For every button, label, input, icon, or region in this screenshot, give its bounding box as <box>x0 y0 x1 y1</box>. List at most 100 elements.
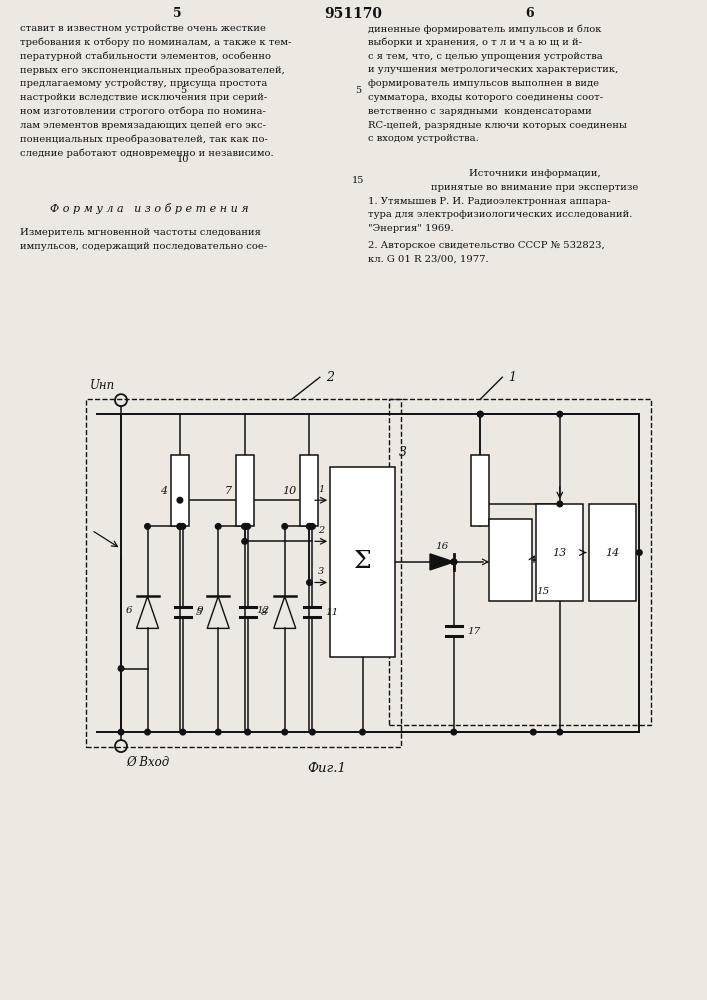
Circle shape <box>307 524 312 529</box>
Text: Ø Вход: Ø Вход <box>126 756 169 769</box>
Text: требования к отбору по номиналам, а также к тем-: требования к отбору по номиналам, а такж… <box>20 38 291 47</box>
Text: 17: 17 <box>467 627 480 636</box>
Text: 6: 6 <box>526 7 534 20</box>
Text: Измеритель мгновенной частоты следования: Измеритель мгновенной частоты следования <box>20 228 261 237</box>
Bar <box>330 467 395 657</box>
Polygon shape <box>430 554 454 570</box>
Circle shape <box>177 524 182 529</box>
Text: 1: 1 <box>508 371 516 384</box>
Text: ном изготовлении строгого отбора по номина-: ном изготовлении строгого отбора по номи… <box>20 107 266 116</box>
Text: 13: 13 <box>553 548 567 558</box>
Text: лам элементов времязадающих цепей его экс-: лам элементов времязадающих цепей его эк… <box>20 121 266 130</box>
Text: 2. Авторское свидетельство СССР № 532823,: 2. Авторское свидетельство СССР № 532823… <box>368 241 604 250</box>
Text: предлагаемому устройству, присуща простота: предлагаемому устройству, присуща просто… <box>20 79 267 88</box>
Text: 951170: 951170 <box>324 7 382 21</box>
Circle shape <box>216 729 221 735</box>
Circle shape <box>180 524 186 529</box>
Text: первых его экспоненциальных преобразователей,: первых его экспоненциальных преобразоват… <box>20 65 285 75</box>
Text: Источники информации,: Источники информации, <box>469 169 601 178</box>
Text: 3: 3 <box>399 446 407 459</box>
Bar <box>489 519 532 601</box>
Circle shape <box>282 729 288 735</box>
Text: сумматора, входы которого соединены соот-: сумматора, входы которого соединены соот… <box>368 93 603 102</box>
Bar <box>171 455 189 526</box>
Circle shape <box>310 524 315 529</box>
Text: 3: 3 <box>318 567 324 576</box>
Circle shape <box>636 550 642 555</box>
Bar <box>472 455 489 526</box>
Circle shape <box>557 411 563 417</box>
Circle shape <box>530 729 536 735</box>
Text: RC-цепей, разрядные ключи которых соединены: RC-цепей, разрядные ключи которых соедин… <box>368 121 627 130</box>
Text: 15: 15 <box>536 587 549 596</box>
Bar <box>589 504 636 601</box>
Text: ставит в известном устройстве очень жесткие: ставит в известном устройстве очень жест… <box>20 24 266 33</box>
Bar <box>235 455 254 526</box>
Text: импульсов, содержащий последовательно сое-: импульсов, содержащий последовательно со… <box>20 242 267 251</box>
Circle shape <box>145 524 151 529</box>
Text: 15: 15 <box>352 176 364 185</box>
Circle shape <box>180 729 186 735</box>
Circle shape <box>557 729 563 735</box>
Text: Σ: Σ <box>354 550 371 573</box>
Circle shape <box>307 580 312 585</box>
Text: 8: 8 <box>261 608 267 617</box>
Text: Ф о р м у л а   и з о б р е т е н и я: Ф о р м у л а и з о б р е т е н и я <box>50 203 249 214</box>
Text: принятые во внимание при экспертизе: принятые во внимание при экспертизе <box>431 183 638 192</box>
Bar <box>389 399 651 725</box>
Circle shape <box>451 559 457 565</box>
Text: 5: 5 <box>196 608 202 617</box>
Circle shape <box>557 501 563 507</box>
Bar <box>86 399 401 747</box>
Circle shape <box>282 524 288 529</box>
Text: Uнn: Uнn <box>90 379 115 392</box>
Circle shape <box>216 524 221 529</box>
Circle shape <box>360 729 366 735</box>
Text: 1: 1 <box>318 485 324 494</box>
Text: 5: 5 <box>180 86 186 95</box>
Text: 2: 2 <box>318 526 324 535</box>
Text: тура для электрофизиологических исследований.: тура для электрофизиологических исследов… <box>368 210 632 219</box>
Circle shape <box>307 524 312 529</box>
Text: Фиг.1: Фиг.1 <box>308 762 346 775</box>
Circle shape <box>118 729 124 735</box>
Text: настройки вследствие исключения при серий-: настройки вследствие исключения при сери… <box>20 93 267 102</box>
Circle shape <box>177 524 182 529</box>
Text: кл. G 01 R 23/00, 1977.: кл. G 01 R 23/00, 1977. <box>368 254 489 263</box>
Circle shape <box>245 524 250 529</box>
Text: 16: 16 <box>436 542 449 551</box>
Text: 1. Утямышев Р. И. Радиоэлектронная аппара-: 1. Утямышев Р. И. Радиоэлектронная аппар… <box>368 196 611 206</box>
Text: с я тем, что, с целью упрощения устройства: с я тем, что, с целью упрощения устройст… <box>368 52 603 61</box>
Text: 5: 5 <box>173 7 181 20</box>
Text: 10: 10 <box>282 486 296 496</box>
Bar <box>300 455 318 526</box>
Bar <box>536 504 583 601</box>
Text: 4: 4 <box>160 486 167 496</box>
Circle shape <box>451 729 457 735</box>
Text: 12: 12 <box>257 606 270 615</box>
Text: 5: 5 <box>355 86 361 95</box>
Text: 9: 9 <box>197 606 203 615</box>
Circle shape <box>177 497 182 503</box>
Circle shape <box>242 539 247 544</box>
Text: диненные формирователь импульсов и блок: диненные формирователь импульсов и блок <box>368 24 602 33</box>
Circle shape <box>242 524 247 529</box>
Text: формирователь импульсов выполнен в виде: формирователь импульсов выполнен в виде <box>368 79 599 88</box>
Text: 11: 11 <box>325 608 339 617</box>
Text: 2: 2 <box>326 371 334 384</box>
Circle shape <box>477 411 483 417</box>
Circle shape <box>310 729 315 735</box>
Text: 6: 6 <box>126 606 132 615</box>
Text: 14: 14 <box>606 548 620 558</box>
Text: выборки и хранения, о т л и ч а ю щ и й-: выборки и хранения, о т л и ч а ю щ и й- <box>368 38 582 47</box>
Text: 7: 7 <box>225 486 232 496</box>
Circle shape <box>118 666 124 671</box>
Circle shape <box>242 524 247 529</box>
Circle shape <box>477 411 483 417</box>
Circle shape <box>245 729 250 735</box>
Text: следние работают одновременно и независимо.: следние работают одновременно и независи… <box>20 148 274 158</box>
Text: с входом устройства.: с входом устройства. <box>368 134 479 143</box>
Text: 10: 10 <box>177 155 189 164</box>
Text: поненциальных преобразователей, так как по-: поненциальных преобразователей, так как … <box>20 134 268 144</box>
Text: "Энергия" 1969.: "Энергия" 1969. <box>368 224 454 233</box>
